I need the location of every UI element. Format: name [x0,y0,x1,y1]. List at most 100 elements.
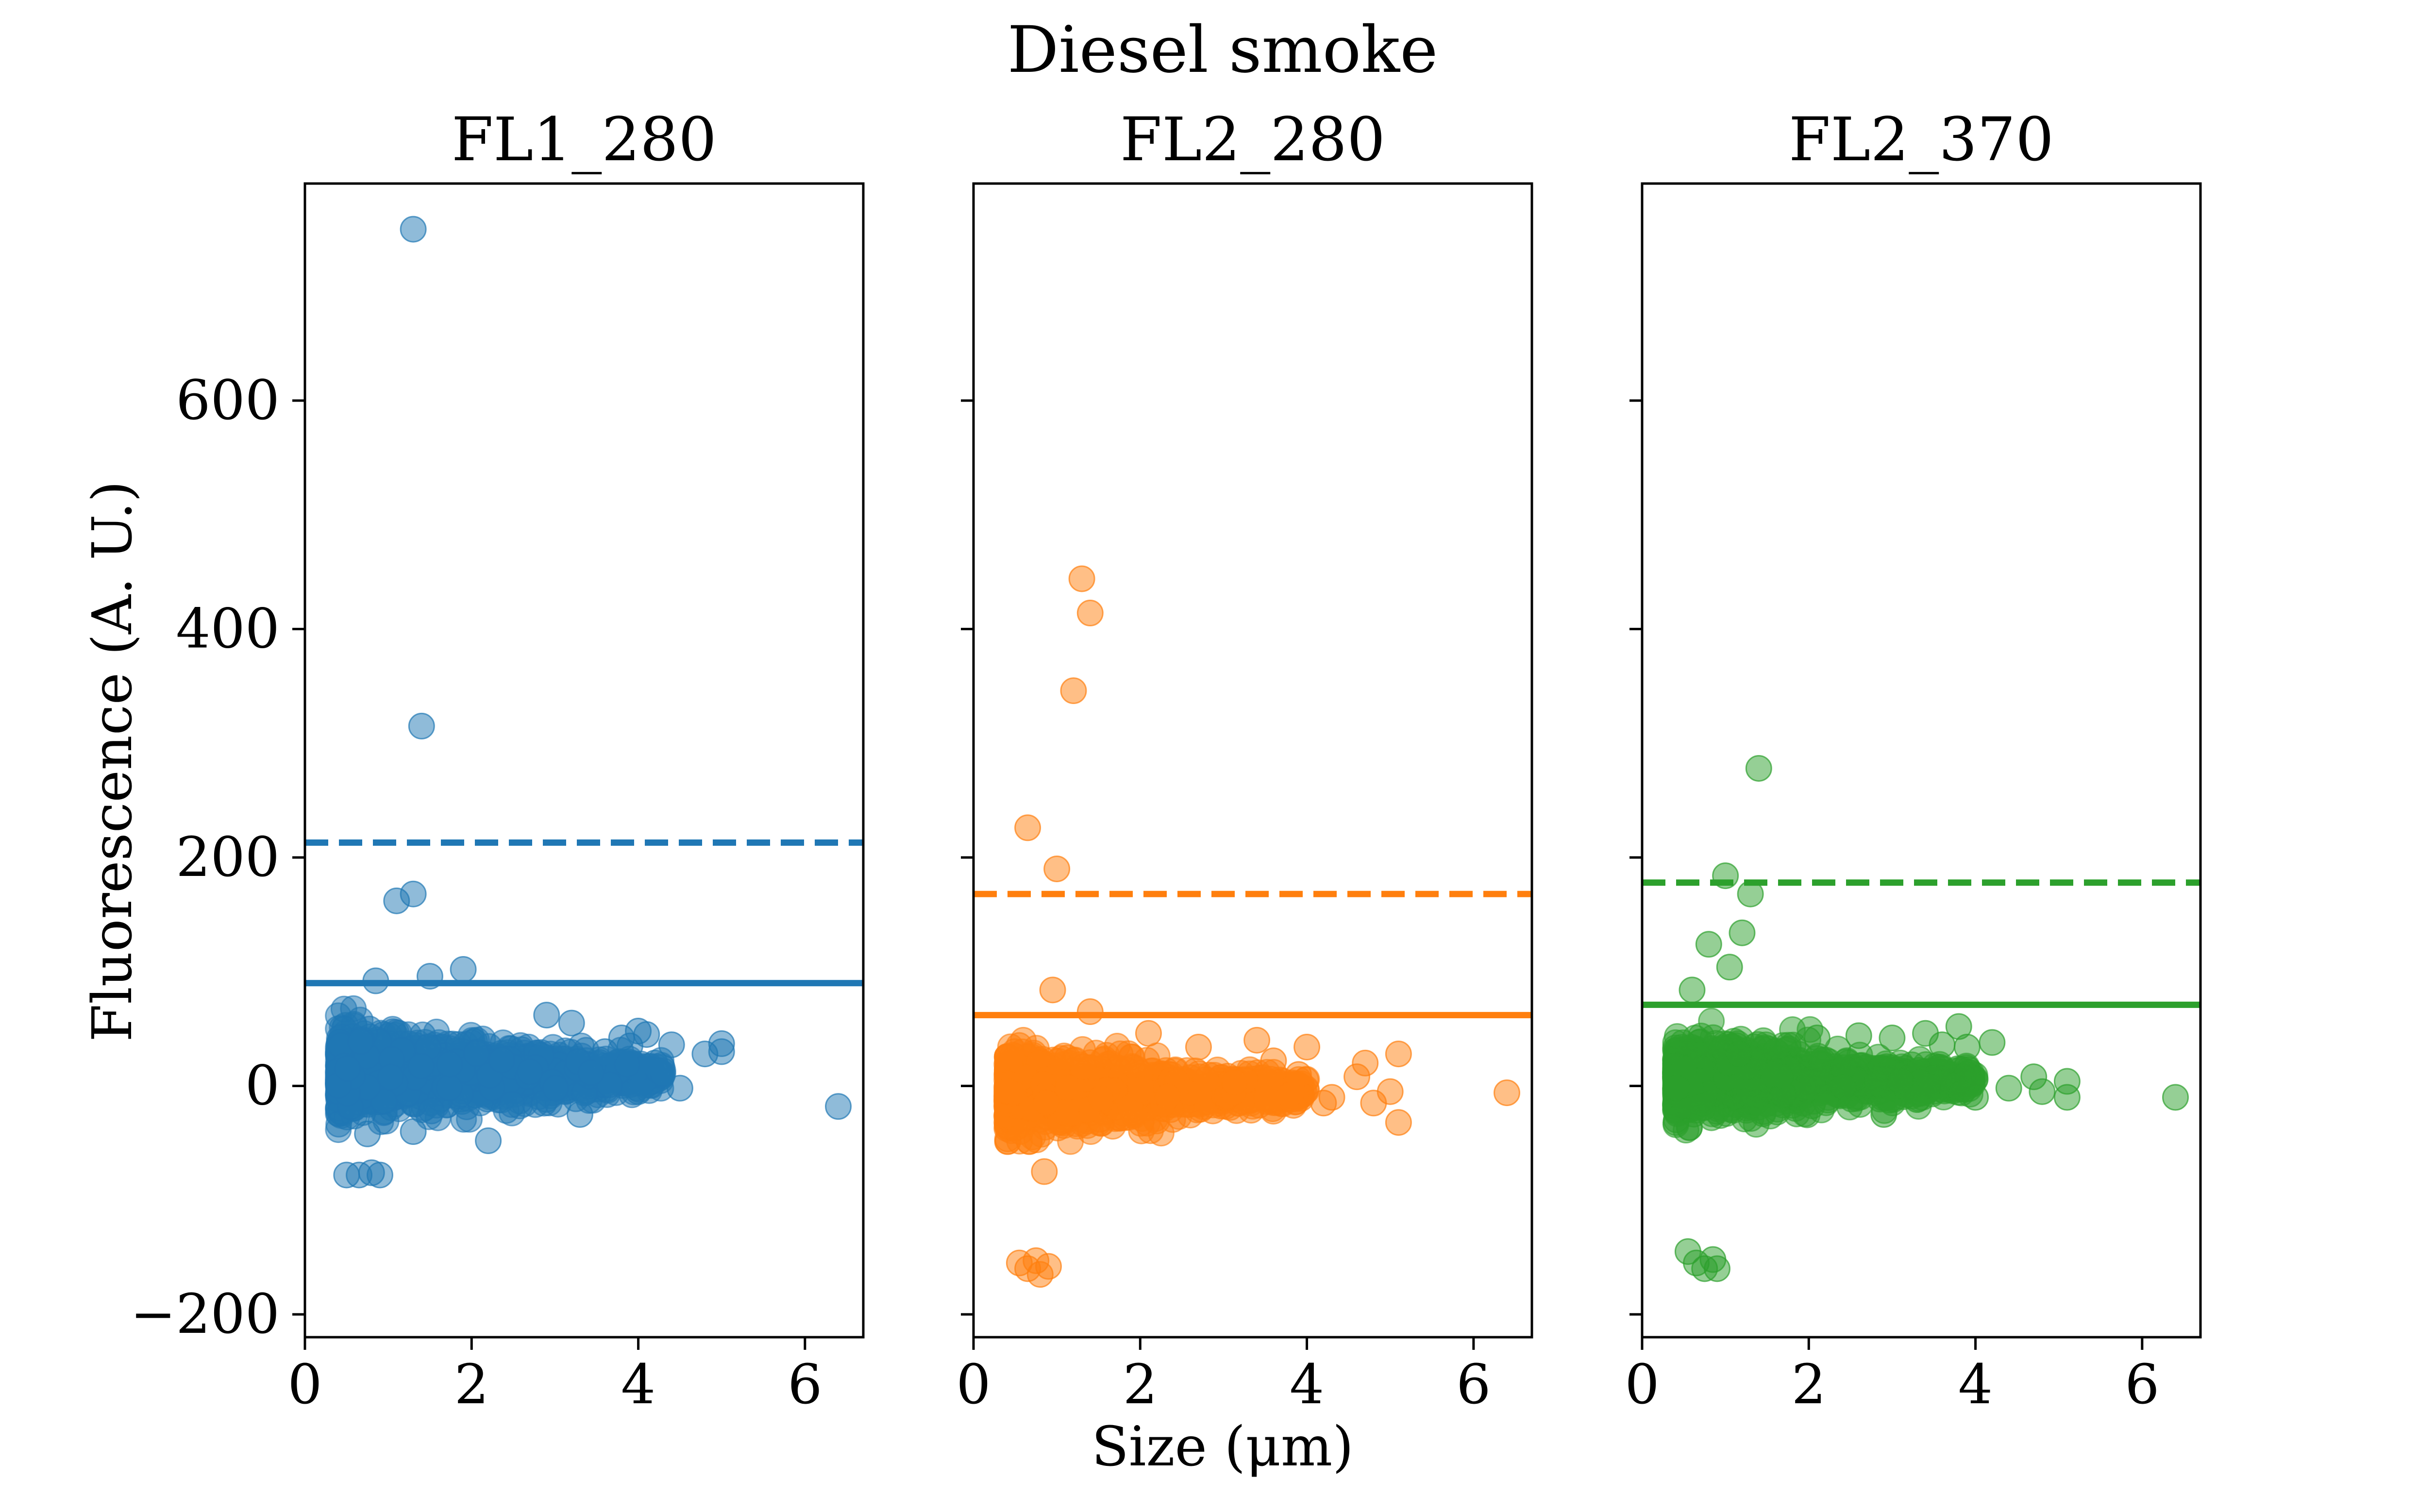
data-point [1031,1158,1058,1185]
x-tick-label: 0 [1625,1353,1659,1416]
data-point [1879,1025,1906,1052]
x-tick-label: 2 [1123,1353,1158,1416]
data-point [1076,998,1104,1025]
panel-title: FL2_370 [1789,105,2054,175]
data-point [516,1058,543,1086]
data-point [533,1002,560,1029]
data-point [825,1093,852,1120]
data-point [566,1101,593,1128]
figure-suptitle: Diesel smoke [1008,13,1438,87]
data-point [1698,1008,1725,1035]
data-point [1887,1067,1914,1094]
data-point [658,1031,685,1058]
data-point [591,1038,619,1065]
data-point [625,1078,652,1105]
data-point [1035,1253,1062,1280]
data-point [418,1097,445,1125]
data-point [2053,1084,2081,1111]
plot-area [325,216,852,1189]
x-tick-label: 6 [1456,1353,1491,1416]
data-point [666,1075,693,1102]
data-point [436,1074,463,1101]
data-point [1243,1026,1271,1054]
x-tick-label: 4 [621,1353,655,1416]
data-point [993,1077,1021,1104]
panel-title: FL1_280 [452,105,717,175]
data-point [1803,1025,1830,1052]
data-point [1385,1041,1412,1068]
data-point [475,1127,502,1154]
data-point [994,1043,1021,1070]
data-point [1663,1075,1690,1101]
axes-frame [1641,182,2202,1339]
data-point [366,1161,393,1189]
x-tick-label: 4 [1958,1353,1993,1416]
data-point [1725,1041,1752,1068]
panel-title: FL2_280 [1120,105,1385,175]
data-point [1760,1061,1787,1088]
data-point [1962,1084,1989,1111]
data-point [577,1059,604,1086]
data-point [1864,1070,1891,1097]
data-point [1979,1029,2006,1056]
data-point [1798,1069,1826,1096]
x-tick-label: 6 [2125,1353,2159,1416]
data-point [498,1091,525,1118]
data-point [1076,600,1104,627]
data-point [1039,976,1066,1004]
data-point [1742,1089,1769,1116]
data-point [1015,1128,1042,1155]
data-point [400,1118,427,1145]
data-point [691,1041,719,1068]
data-point [1276,1081,1304,1109]
data-point [2162,1084,2189,1111]
data-point [377,1063,404,1091]
data-point [1360,1090,1387,1117]
data-point [408,712,435,739]
data-point [463,1040,490,1067]
data-point [1745,755,1772,782]
data-point [1343,1063,1371,1091]
x-axis-label: Size (μm) [1091,1415,1354,1478]
data-point [1068,565,1095,592]
data-point [1014,814,1041,841]
x-tick-label: 2 [454,1353,489,1416]
data-point [1912,1020,1939,1047]
y-tick-label: −200 [130,1283,280,1346]
axes-frame [972,182,1533,1339]
data-point [1695,931,1722,958]
data-point [450,956,477,983]
y-tick-label: 0 [245,1054,280,1117]
y-tick-label: 200 [176,826,280,889]
data-point [383,887,410,914]
data-point [1192,1066,1219,1093]
data-point [1087,1085,1114,1112]
plot-area [1662,755,2189,1282]
y-tick-label: 400 [176,597,280,660]
data-point [400,216,427,243]
data-point [407,1053,435,1080]
data-point [641,1049,669,1076]
data-point [1060,677,1087,704]
data-point [334,1055,361,1082]
data-point [1185,1033,1212,1060]
data-point [1310,1090,1337,1117]
data-point [1729,919,1756,946]
data-point [1221,1069,1248,1096]
axes-frame [303,182,865,1339]
data-point [558,1009,585,1037]
data-point [1385,1109,1412,1136]
data-point [1679,976,1706,1004]
data-point [1903,1086,1931,1113]
data-point [1716,954,1743,981]
data-point [347,1028,374,1055]
data-point [1135,1020,1162,1047]
data-point [1703,1255,1730,1282]
data-point [2020,1063,2048,1091]
data-point [488,1046,515,1074]
data-point [1070,1053,1097,1080]
